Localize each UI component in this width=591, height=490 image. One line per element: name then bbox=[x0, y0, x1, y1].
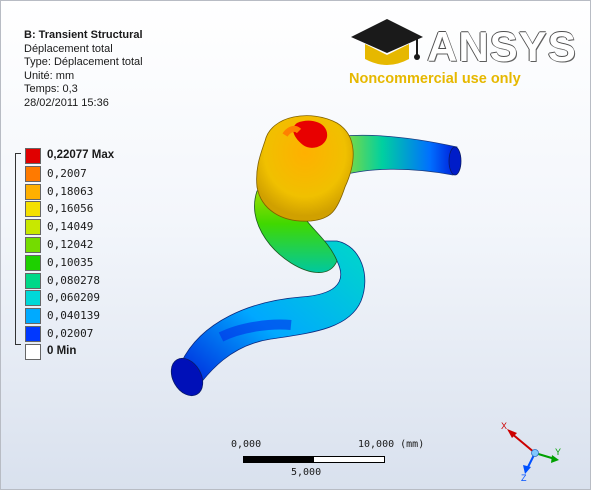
legend-value-label: 0,040139 bbox=[47, 309, 100, 323]
legend-value-label: 0,18063 bbox=[47, 184, 94, 198]
legend-value-label: 0,060209 bbox=[47, 291, 100, 305]
legend-value-label: 0,080278 bbox=[47, 273, 100, 287]
legend-value-label: 0,02007 bbox=[47, 326, 94, 340]
scale-left-label: 0,000 bbox=[231, 439, 262, 450]
legend-color-swatch bbox=[25, 343, 41, 360]
ansys-wordmark: ANSYS bbox=[427, 23, 577, 70]
axis-y-label: Y bbox=[555, 447, 561, 457]
legend-color-swatch bbox=[25, 254, 41, 271]
graduation-cap-icon bbox=[351, 19, 423, 65]
legend-value-label: 0,2007 bbox=[47, 166, 87, 180]
legend-color-swatch bbox=[25, 219, 41, 236]
deformed-pipe-model[interactable] bbox=[161, 101, 471, 401]
scale-right-label: 10,000 (mm) bbox=[358, 439, 425, 450]
legend-value-label: 0,14049 bbox=[47, 220, 94, 234]
legend-bracket bbox=[15, 153, 21, 345]
axis-x-label: X bbox=[501, 421, 507, 431]
legend-color-swatch bbox=[25, 290, 41, 307]
axis-triad[interactable]: X Y Z bbox=[497, 419, 567, 481]
legend-color-swatch bbox=[25, 325, 41, 342]
legend-color-swatch bbox=[25, 308, 41, 325]
result-info-block: B: Transient Structural Déplacement tota… bbox=[24, 29, 143, 110]
ansys-logo: ANSYS Noncommercial use only bbox=[347, 15, 585, 93]
legend-value-label: 0,16056 bbox=[47, 202, 94, 216]
result-unit: Unité: mm bbox=[24, 69, 75, 82]
legend-color-swatch bbox=[25, 236, 41, 253]
legend-value-label: 0 Min bbox=[47, 344, 77, 357]
legend-color-swatch bbox=[25, 201, 41, 218]
result-name: Déplacement total bbox=[24, 42, 113, 55]
legend-value-label: 0,10035 bbox=[47, 255, 94, 269]
legend-color-swatch bbox=[25, 183, 41, 200]
license-notice: Noncommercial use only bbox=[349, 71, 521, 87]
axis-z-label: Z bbox=[521, 473, 527, 481]
legend-color-swatch bbox=[25, 165, 41, 182]
legend-color-swatch bbox=[25, 148, 41, 164]
result-type: Type: Déplacement total bbox=[24, 56, 143, 68]
scale-bar-graphic bbox=[243, 456, 385, 463]
result-date: 28/02/2011 15:36 bbox=[24, 96, 109, 109]
analysis-title: B: Transient Structural bbox=[24, 29, 143, 41]
scale-mid-label: 5,000 bbox=[291, 467, 322, 478]
legend-value-label: 0,22077 Max bbox=[47, 149, 115, 161]
legend-color-swatch bbox=[25, 272, 41, 289]
result-time: Temps: 0,3 bbox=[24, 83, 78, 95]
legend-value-label: 0,12042 bbox=[47, 237, 94, 251]
